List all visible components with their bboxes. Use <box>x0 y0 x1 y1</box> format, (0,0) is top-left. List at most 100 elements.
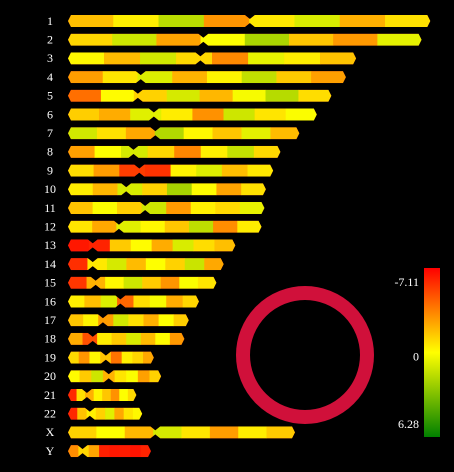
chromosome <box>68 407 143 420</box>
stripe <box>192 108 224 121</box>
stripe <box>128 314 144 327</box>
stripe <box>140 220 166 233</box>
stripe <box>102 370 115 383</box>
stripe <box>117 183 143 196</box>
chromosome-label: 8 <box>47 145 53 159</box>
stripe <box>191 183 217 196</box>
stripe <box>68 426 97 439</box>
stripe <box>200 33 246 46</box>
colorbar-tick-label: 0 <box>413 349 419 363</box>
chromosome-label: 4 <box>47 70 53 84</box>
stripe <box>311 71 346 84</box>
stripe <box>105 276 124 289</box>
stripe <box>132 351 144 364</box>
stripe <box>182 295 199 308</box>
stripe <box>96 127 127 140</box>
chromosome-label: 7 <box>47 126 53 140</box>
chromosome <box>68 145 281 158</box>
stripe <box>216 183 242 196</box>
stripe <box>68 407 78 420</box>
stripe <box>79 370 92 383</box>
stripe <box>172 239 194 252</box>
stripe <box>266 426 295 439</box>
stripe <box>68 445 79 458</box>
colorbar-tick-label: 6.28 <box>398 417 419 431</box>
stripe <box>104 52 141 65</box>
stripe <box>93 164 120 177</box>
colorbar-tick-label: -7.11 <box>394 275 419 289</box>
stripe <box>84 295 102 308</box>
stripe <box>174 145 202 158</box>
colorbar <box>424 268 440 437</box>
stripe <box>126 258 147 271</box>
stripe <box>158 314 174 327</box>
stripe <box>85 389 94 401</box>
stripe <box>68 183 94 196</box>
stripe <box>244 33 290 46</box>
chromosome-label: X <box>46 425 55 439</box>
chromosome-label: 5 <box>47 89 53 103</box>
chromosome-label: 22 <box>44 406 56 420</box>
stripe <box>77 407 87 420</box>
chromosome-label: 15 <box>44 276 56 290</box>
stripe <box>183 127 213 140</box>
stripe <box>109 239 132 252</box>
stripe <box>110 389 120 401</box>
stripe <box>238 426 267 439</box>
chromosome-label: 18 <box>44 332 56 346</box>
stripe <box>130 445 141 458</box>
chromosome <box>68 108 317 121</box>
stripe <box>147 145 175 158</box>
stripe <box>126 332 142 345</box>
stripe <box>276 71 312 84</box>
stripe <box>92 183 118 196</box>
stripe <box>68 258 88 271</box>
stripe <box>110 351 122 364</box>
stripe <box>102 389 112 401</box>
stripe <box>142 276 162 289</box>
chromosome <box>68 239 236 252</box>
stripe <box>68 127 98 140</box>
stripe <box>105 407 115 420</box>
stripe <box>200 145 228 158</box>
stripe <box>121 351 133 364</box>
chromosome-label: 3 <box>47 51 53 65</box>
stripe <box>78 351 90 364</box>
stripe <box>237 220 262 233</box>
stripe <box>160 276 180 289</box>
stripe <box>223 108 255 121</box>
stripe <box>133 295 151 308</box>
stripe <box>68 33 113 46</box>
chromosome-label: 20 <box>44 369 56 383</box>
stripe <box>130 108 162 121</box>
stripe <box>284 52 321 65</box>
stripe <box>109 445 121 458</box>
stripe <box>68 89 102 102</box>
stripe <box>126 370 139 383</box>
stripe <box>173 314 189 327</box>
chromosome-label: 10 <box>44 182 56 196</box>
stripe <box>203 15 250 27</box>
chromosome-label: 11 <box>44 201 56 215</box>
stripe <box>221 164 248 177</box>
stripe <box>133 89 168 102</box>
chromosome-label: 12 <box>44 219 56 233</box>
stripe <box>94 145 122 158</box>
chromosome <box>68 258 224 271</box>
stripe <box>196 164 223 177</box>
stripe <box>179 276 199 289</box>
stripe <box>93 389 103 401</box>
stripe <box>68 332 83 345</box>
stripe <box>285 108 317 121</box>
chromosome-label: 19 <box>44 350 56 364</box>
chromosome-label: 14 <box>44 257 56 271</box>
stripe <box>68 370 80 383</box>
stripe <box>166 89 200 102</box>
stripe <box>86 276 106 289</box>
stripe <box>209 426 239 439</box>
chromosome <box>68 276 217 289</box>
stripe <box>68 202 93 214</box>
stripe <box>184 258 205 271</box>
stripe <box>181 426 211 439</box>
